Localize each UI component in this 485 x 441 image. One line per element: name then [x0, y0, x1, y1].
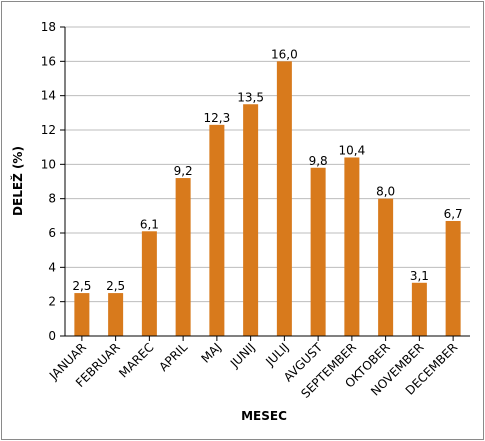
bar — [378, 198, 394, 336]
y-tick-label: 2 — [48, 295, 56, 309]
data-label: 6,7 — [444, 207, 463, 221]
bar — [411, 282, 427, 336]
y-tick-label: 4 — [48, 260, 56, 274]
y-tick-label: 8 — [48, 192, 56, 206]
axes — [64, 27, 470, 337]
bar — [209, 124, 225, 336]
data-label: 2,5 — [106, 279, 125, 293]
y-tick-label: 18 — [41, 20, 56, 34]
bar — [141, 231, 157, 336]
data-label: 6,1 — [140, 217, 159, 231]
y-tick-label: 0 — [48, 329, 56, 343]
x-tick-label: MAJ — [198, 340, 224, 366]
y-tick-labels: 0 2 4 6 8 10 12 14 16 18 — [41, 20, 56, 343]
bar — [108, 293, 124, 336]
data-label: 9,2 — [174, 164, 193, 178]
y-axis-title: DELEŽ (%) — [10, 146, 25, 216]
x-tick-label: MAREC — [116, 340, 156, 380]
y-tick-label: 6 — [48, 226, 56, 240]
bar — [175, 178, 191, 336]
x-tick-label: JULIJ — [262, 340, 291, 369]
x-tick-label: JUNIJ — [227, 340, 258, 371]
data-label: 2,5 — [72, 279, 91, 293]
bar — [243, 104, 259, 336]
data-label: 8,0 — [376, 185, 395, 199]
bar — [344, 157, 360, 336]
data-label: 10,4 — [339, 143, 366, 157]
data-label: 13,5 — [237, 90, 264, 104]
y-tick-label: 10 — [41, 157, 56, 171]
bar — [310, 167, 326, 336]
bar — [276, 61, 292, 336]
y-tick-label: 14 — [41, 89, 56, 103]
data-label: 9,8 — [309, 154, 328, 168]
y-tick-label: 16 — [41, 54, 56, 68]
y-tick-label: 12 — [41, 123, 56, 137]
bars — [74, 61, 461, 341]
data-label: 16,0 — [271, 47, 298, 61]
data-labels: 2,5 2,5 6,1 9,2 12,3 13,5 16,0 9,8 10,4 8,0 3,1 6,7 — [72, 47, 462, 293]
x-axis-title: MESEC — [241, 409, 287, 423]
gridlines — [60, 26, 470, 337]
bar — [74, 293, 90, 336]
bar — [445, 220, 461, 336]
x-tick-label: APRIL — [156, 340, 190, 374]
data-label: 3,1 — [410, 269, 429, 283]
data-label: 12,3 — [204, 111, 231, 125]
